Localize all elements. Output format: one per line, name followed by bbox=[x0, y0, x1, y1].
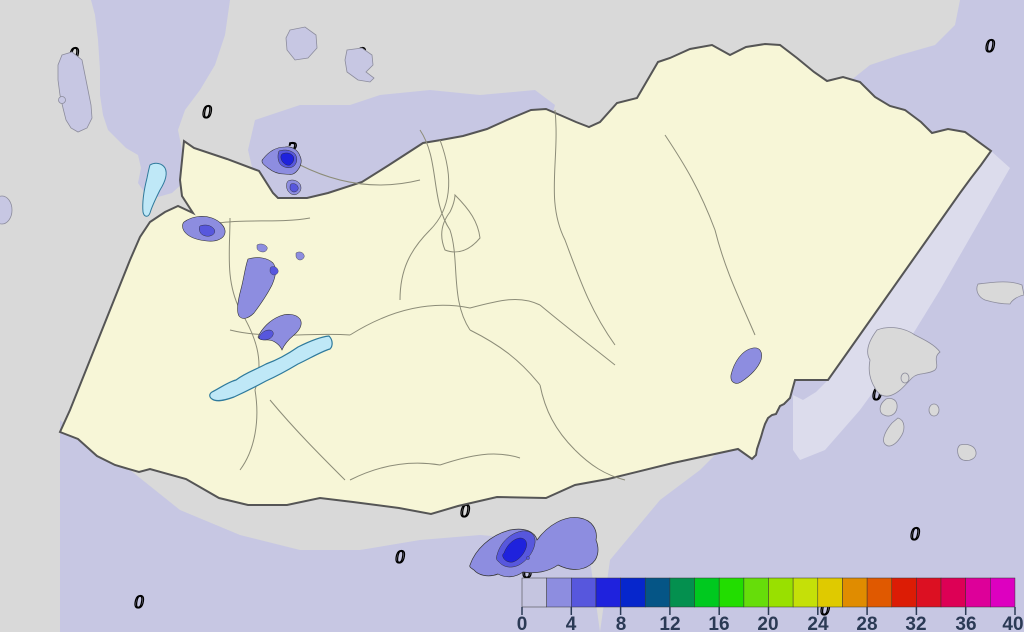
svg-text:40: 40 bbox=[1002, 614, 1023, 632]
svg-text:0: 0 bbox=[202, 102, 212, 123]
svg-text:0: 0 bbox=[985, 36, 995, 57]
svg-text:32: 32 bbox=[905, 614, 926, 632]
svg-text:20: 20 bbox=[757, 614, 778, 632]
svg-text:24: 24 bbox=[807, 614, 829, 632]
svg-text:12: 12 bbox=[659, 614, 680, 632]
svg-text:36: 36 bbox=[955, 614, 976, 632]
svg-text:16: 16 bbox=[708, 614, 729, 632]
svg-text:8: 8 bbox=[616, 614, 627, 632]
svg-text:0: 0 bbox=[517, 614, 528, 632]
svg-text:0: 0 bbox=[134, 592, 144, 613]
svg-text:0: 0 bbox=[910, 524, 920, 545]
svg-text:4: 4 bbox=[566, 614, 577, 632]
svg-text:28: 28 bbox=[856, 614, 877, 632]
svg-text:0: 0 bbox=[395, 547, 405, 568]
